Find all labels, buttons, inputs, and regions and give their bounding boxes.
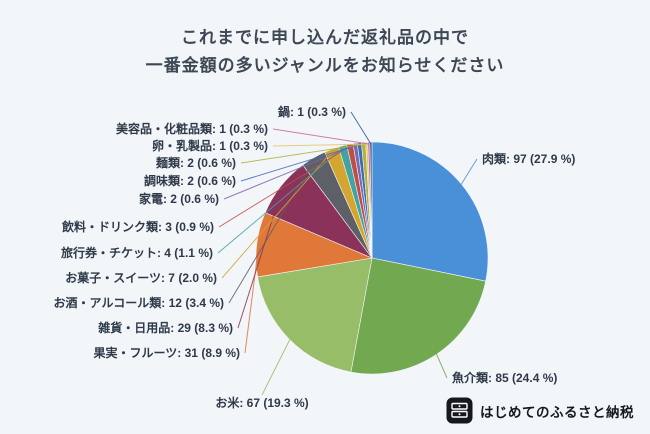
brand-logo-text: はじめてのふるさと納税	[480, 404, 634, 420]
brand-logo: はじめてのふるさと納税	[446, 397, 634, 424]
label-leader-line	[244, 244, 260, 354]
chart-title-line1: これまでに申し込んだ返礼品の中で	[181, 28, 469, 47]
slice-label: 魚介類: 85 (24.4 %)	[452, 370, 557, 385]
slice-label: 卵・乳製品: 1 (0.3 %)	[152, 138, 268, 153]
slice-label: 肉類: 97 (27.9 %)	[482, 151, 575, 166]
slice-label: 麺類: 2 (0.6 %)	[155, 155, 236, 170]
label-leader-line	[350, 111, 372, 145]
label-leader-line	[272, 143, 367, 147]
chart-title-line2: 一番金額の多いジャンルをお知らせください	[145, 56, 505, 75]
slice-label: 調味類: 2 (0.6 %)	[144, 173, 236, 188]
slice-label: 果実・フルーツ: 31 (8.9 %)	[93, 345, 240, 360]
label-leader-line	[218, 145, 351, 228]
label-leader-line	[237, 187, 283, 329]
slice-label: 旅行券・チケット: 4 (1.1 %)	[61, 245, 213, 260]
label-leader-line	[223, 144, 356, 200]
label-leader-line	[272, 128, 369, 145]
label-leader-line	[435, 352, 448, 379]
slice-label: 雑貨・日用品: 29 (8.3 %)	[97, 320, 233, 335]
label-leader-line	[459, 158, 478, 187]
slice-label: お菓子・スイーツ: 7 (2.0 %)	[65, 270, 217, 285]
label-leader-line	[261, 337, 292, 396]
brand-logo-icon	[446, 397, 473, 424]
label-leader-line	[240, 144, 360, 182]
pie-slice	[257, 257, 373, 373]
pie-slice	[371, 141, 489, 282]
slice-label: 家電: 2 (0.6 %)	[139, 191, 219, 206]
slice-label: 美容品・化粧品類: 1 (0.3 %)	[116, 121, 268, 136]
slice-label: 飲料・ドリンク類: 3 (0.9 %)	[61, 219, 214, 234]
chart-title: これまでに申し込んだ返礼品の中で 一番金額の多いジャンルをお知らせください	[0, 24, 650, 80]
slice-label: お米: 67 (19.3 %)	[215, 395, 308, 410]
label-leader-line	[217, 147, 344, 254]
label-leader-line	[240, 143, 364, 164]
slice-label: 鍋: 1 (0.3 %)	[278, 104, 346, 119]
slice-label: お酒・アルコール類: 12 (3.4 %)	[54, 295, 224, 310]
